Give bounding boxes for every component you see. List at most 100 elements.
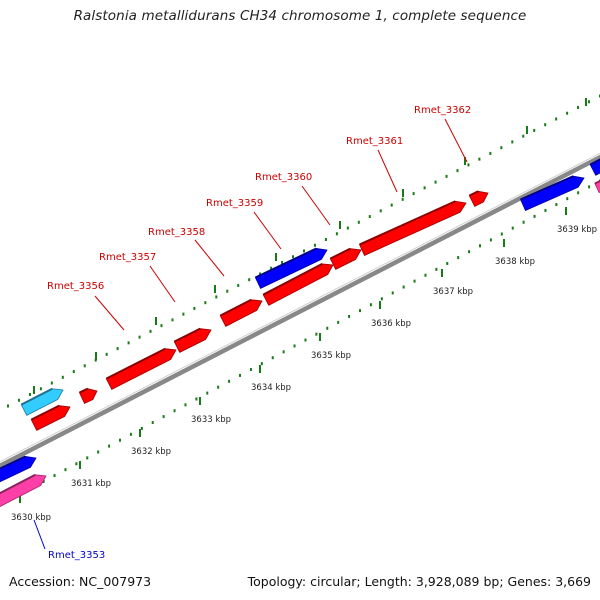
- tick-dot-outer: [357, 220, 360, 224]
- gene-arrow-forward: [30, 405, 71, 431]
- gene-arrow-reverse-edge: [520, 175, 574, 201]
- gene-arrow-reverse: [520, 175, 585, 212]
- tick-dot-outer: [555, 117, 558, 121]
- tick-dot-inner: [239, 373, 241, 377]
- tick-dot-inner: [42, 479, 45, 483]
- tick-dot-inner: [402, 285, 405, 289]
- tick-dot-outer: [39, 387, 42, 391]
- gene-label-leader: [149, 265, 176, 303]
- tick-dot-outer: [434, 180, 437, 184]
- tick-dot-outer: [292, 255, 295, 259]
- tick-label: 3633 kbp: [191, 415, 231, 425]
- tick-label: 3632 kbp: [131, 447, 171, 457]
- tick-dot-inner: [511, 226, 514, 230]
- tick-dot-outer: [127, 341, 130, 345]
- gene-arrow-forward: [329, 248, 362, 270]
- gene-arrow-forward-edge: [79, 387, 89, 394]
- gene-arrow-reverse-edge: [254, 247, 317, 279]
- tick-dot-outer: [423, 186, 426, 190]
- tick-label: 3635 kbp: [311, 351, 351, 361]
- tick-dot-inner: [588, 185, 591, 189]
- tick-dot-inner: [566, 197, 569, 201]
- tick-dot-outer: [533, 128, 536, 132]
- tick-dot-inner: [140, 426, 143, 430]
- tick-dot-outer: [544, 123, 547, 127]
- tick-dot-outer: [149, 329, 152, 333]
- tick-dot-inner: [119, 438, 121, 442]
- tick-dot-outer: [401, 197, 404, 201]
- feature-arrow-magenta: [0, 474, 47, 508]
- gene-arrow-reverse-edge: [0, 455, 26, 470]
- tick-dot-inner: [184, 403, 187, 407]
- feature-arrow-magenta-edge: [0, 473, 36, 495]
- tick-dot-inner: [86, 456, 89, 460]
- tick-dot-outer: [489, 151, 492, 155]
- backbone-line: [0, 154, 600, 469]
- tick-dot-outer: [259, 272, 262, 276]
- gene-arrow-forward-edge: [219, 298, 252, 317]
- tick-dot-inner: [293, 344, 296, 348]
- tick-dot-outer: [566, 111, 569, 115]
- tick-dot-inner: [435, 267, 438, 271]
- topology-text: Topology: circular; Length: 3,928,089 bp…: [247, 574, 591, 589]
- tick-label: 3636 kbp: [371, 319, 411, 329]
- tick-label: 3637 kbp: [433, 287, 473, 297]
- tick-dot-outer: [412, 192, 415, 196]
- gene-arrow-forward: [78, 388, 98, 404]
- gene-label: Rmet_3360: [255, 172, 312, 183]
- tick-dot-outer: [226, 289, 229, 293]
- tick-dot-outer: [335, 232, 338, 236]
- page-title: Ralstonia metallidurans CH34 chromosome …: [73, 8, 527, 24]
- gene-label: Rmet_3356: [47, 281, 104, 292]
- tick-dot-inner: [249, 368, 252, 372]
- tick-dot-inner: [108, 444, 111, 448]
- tick-dot-inner: [468, 250, 471, 254]
- tick-dot-outer: [390, 203, 393, 207]
- tick-dot-outer: [94, 358, 97, 362]
- gene-arrow-forward-edge: [30, 404, 60, 421]
- tick-dot-inner: [555, 203, 558, 207]
- tick-dot-outer: [160, 324, 163, 328]
- tick-dot-outer: [500, 146, 503, 150]
- tick-dot-inner: [282, 350, 285, 354]
- tick-dot-inner: [162, 415, 165, 419]
- tick-dot-inner: [500, 232, 503, 236]
- tick-dot-outer: [467, 163, 470, 167]
- tick-dot-outer: [116, 347, 119, 351]
- tick-dot-outer: [17, 398, 20, 402]
- tick-dot-inner: [348, 314, 351, 318]
- tick-dot-inner: [337, 320, 340, 324]
- tick-dot-outer: [270, 266, 273, 270]
- gene-arrow-forward-edge: [262, 262, 323, 296]
- gene-arrow-forward-edge: [359, 200, 456, 246]
- gene-label: Rmet_3361: [346, 136, 403, 147]
- tick-dot-outer: [522, 134, 525, 138]
- tick-label: 3639 kbp: [557, 225, 597, 235]
- gene-arrow-forward: [219, 299, 263, 327]
- tick-dot-inner: [64, 468, 67, 472]
- tick-dot-inner: [544, 208, 547, 212]
- tick-dot-outer: [478, 157, 481, 161]
- tick-dot-outer: [28, 393, 31, 397]
- gene-label-leader: [33, 519, 46, 550]
- tick-dot-outer: [379, 209, 382, 213]
- gene-arrow-forward: [358, 200, 467, 256]
- tick-dot-inner: [151, 421, 154, 425]
- tick-dot-outer: [511, 140, 514, 144]
- tick-dot-inner: [533, 214, 536, 218]
- feature-arrow-magenta-edge: [594, 179, 600, 185]
- tick-dot-inner: [129, 432, 132, 436]
- tick-dot-outer: [204, 301, 207, 305]
- gene-label-leader: [253, 211, 282, 250]
- tick-dot-outer: [215, 295, 218, 299]
- tick-dot-inner: [271, 356, 274, 360]
- tick-dot-outer: [445, 174, 448, 178]
- backbone-highlight: [0, 152, 600, 463]
- gene-label: Rmet_3358: [148, 227, 205, 238]
- gene-arrow-forward: [262, 263, 334, 306]
- map-content: 3630 kbp 3631 kbp 3632 kbp 3633 kbp 3634 kbp…: [0, 94, 600, 523]
- tick-dot-inner: [369, 303, 372, 307]
- tick-dot-inner: [206, 391, 209, 395]
- tick-label: 3631 kbp: [71, 479, 111, 489]
- tick-dot-outer: [50, 381, 53, 385]
